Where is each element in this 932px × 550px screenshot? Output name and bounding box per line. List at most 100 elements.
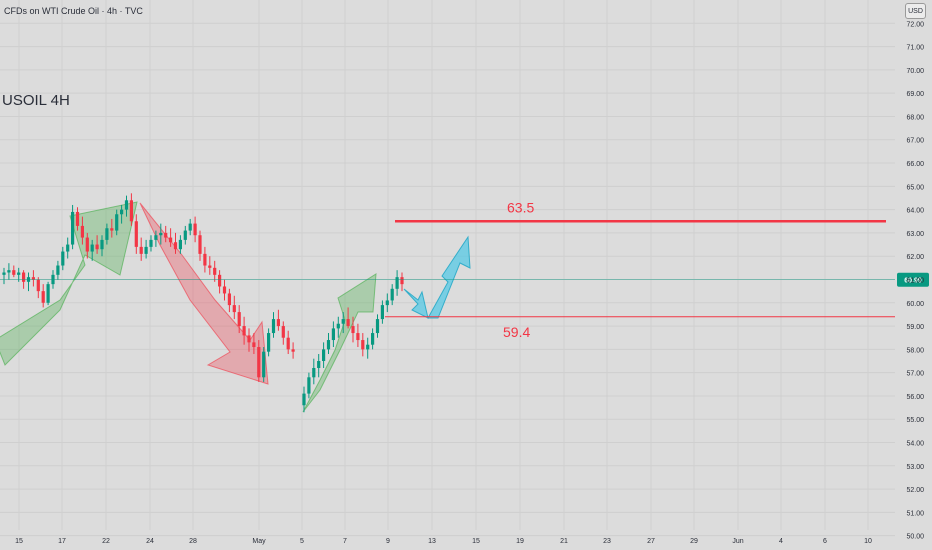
candle[interactable]: [80, 216, 84, 245]
candle[interactable]: [395, 270, 399, 296]
candle[interactable]: [203, 246, 207, 273]
price-tick-label: 72.00: [906, 21, 924, 28]
candle[interactable]: [375, 314, 380, 338]
candle[interactable]: [105, 223, 109, 245]
candle[interactable]: [271, 312, 276, 338]
level-lines[interactable]: 60.99 63.5 59.4: [0, 199, 929, 340]
candle[interactable]: [385, 293, 389, 313]
candle-body: [271, 319, 276, 334]
candle[interactable]: [149, 235, 153, 252]
candle[interactable]: [7, 263, 11, 280]
candle[interactable]: [169, 228, 173, 247]
candle[interactable]: [36, 277, 40, 299]
candle[interactable]: [193, 216, 197, 243]
price-tick-label: 50.00: [906, 534, 924, 541]
candle[interactable]: [281, 321, 285, 345]
candle[interactable]: [198, 230, 202, 261]
candle[interactable]: [110, 218, 114, 238]
candle[interactable]: [85, 232, 89, 259]
candle[interactable]: [75, 207, 80, 231]
time-tick-label: 24: [146, 538, 154, 545]
candle[interactable]: [286, 330, 290, 355]
candle[interactable]: [100, 235, 104, 257]
candle-body: [326, 340, 331, 350]
time-tick-label: 5: [300, 538, 304, 545]
candle[interactable]: [188, 218, 192, 236]
candle[interactable]: [307, 372, 311, 399]
candle[interactable]: [341, 312, 345, 334]
candle[interactable]: [134, 214, 138, 254]
candle[interactable]: [331, 321, 335, 348]
candle[interactable]: [154, 230, 158, 247]
candle[interactable]: [208, 256, 212, 275]
price-axis[interactable]: 50.00 51.00 52.00 53.00 54.00 55.00 56.00 57.00…: [906, 21, 924, 540]
candle[interactable]: [222, 279, 227, 301]
candle[interactable]: [71, 204, 75, 250]
candle[interactable]: [46, 281, 50, 306]
candle[interactable]: [218, 270, 222, 294]
candle[interactable]: [312, 358, 316, 385]
candle[interactable]: [129, 193, 133, 226]
candle[interactable]: [227, 288, 231, 313]
candle[interactable]: [164, 225, 168, 243]
candle-series[interactable]: [2, 193, 404, 413]
candle[interactable]: [356, 323, 360, 348]
candle[interactable]: [242, 316, 246, 345]
candle[interactable]: [247, 328, 251, 352]
candle[interactable]: [257, 340, 261, 382]
candle[interactable]: [336, 316, 340, 338]
candle[interactable]: [291, 342, 295, 359]
candle[interactable]: [351, 316, 355, 343]
candle[interactable]: [115, 209, 119, 236]
candle[interactable]: [346, 307, 350, 329]
candle[interactable]: [173, 232, 178, 254]
time-tick-label: 15: [15, 538, 23, 545]
candle[interactable]: [159, 223, 163, 245]
candle[interactable]: [2, 267, 6, 285]
candle[interactable]: [61, 246, 65, 271]
candle[interactable]: [366, 337, 370, 359]
candle[interactable]: [139, 237, 143, 261]
candle[interactable]: [183, 225, 187, 245]
candle-body: [257, 347, 261, 378]
candle[interactable]: [380, 300, 384, 324]
candle[interactable]: [276, 309, 280, 331]
price-tick-label: 53.00: [906, 464, 924, 471]
cyan-arrow-shape: [427, 235, 471, 319]
candle[interactable]: [213, 260, 217, 282]
current-price-badge[interactable]: [897, 272, 929, 287]
candle[interactable]: [232, 295, 236, 320]
candle[interactable]: [326, 333, 331, 355]
candle[interactable]: [144, 239, 148, 259]
candle[interactable]: [400, 272, 404, 292]
candle[interactable]: [31, 270, 35, 287]
candle[interactable]: [12, 265, 16, 278]
candle[interactable]: [41, 284, 45, 308]
candle[interactable]: [95, 235, 99, 254]
candle[interactable]: [390, 284, 394, 306]
candle[interactable]: [178, 235, 182, 254]
candle[interactable]: [317, 354, 321, 378]
candle[interactable]: [66, 237, 70, 259]
candle[interactable]: [237, 305, 241, 334]
time-tick-label: 7: [343, 538, 347, 545]
candle-body: [222, 286, 227, 294]
candle[interactable]: [252, 333, 256, 355]
price-tick-label: 54.00: [906, 441, 924, 448]
time-axis[interactable]: 15 17 22 24 28 May 5 7 9 13 15 19 21 23 27 29 Jun 4 6 10: [15, 538, 872, 545]
candle[interactable]: [90, 239, 94, 261]
candle[interactable]: [302, 386, 306, 413]
candle[interactable]: [120, 204, 124, 224]
currency-button[interactable]: USD: [905, 3, 926, 19]
candle[interactable]: [361, 333, 365, 357]
candle[interactable]: [56, 260, 60, 280]
candle[interactable]: [262, 347, 266, 382]
candle-body: [208, 265, 212, 268]
price-tick-label: 69.00: [906, 91, 924, 98]
candle[interactable]: [124, 195, 129, 217]
candle-body: [291, 349, 295, 352]
candle[interactable]: [371, 328, 375, 350]
candle[interactable]: [267, 328, 271, 357]
candle[interactable]: [322, 342, 326, 368]
